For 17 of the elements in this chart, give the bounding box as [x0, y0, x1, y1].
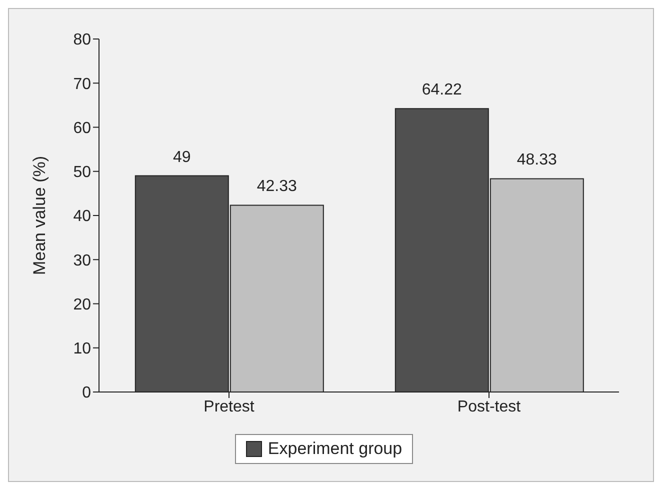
- data-label: 42.33: [256, 178, 298, 196]
- data-label: 48.33: [516, 152, 558, 169]
- y-tick-label: 80: [73, 32, 92, 49]
- y-tick-label: 10: [73, 340, 92, 358]
- y-tick-label: 70: [73, 76, 92, 93]
- x-tick-label: Post-test: [457, 398, 522, 416]
- y-tick-label: 20: [73, 296, 92, 314]
- y-axis-title: Mean value (%): [30, 156, 50, 276]
- y-tick-label: 30: [73, 252, 92, 270]
- data-label: 64.22: [422, 82, 462, 99]
- y-tick-label: 50: [73, 164, 92, 182]
- y-tick-label: 60: [73, 120, 92, 137]
- y-tick-label: 40: [73, 208, 92, 226]
- y-tick-label: 0: [82, 384, 92, 402]
- legend-label: Experiment group: [268, 439, 402, 459]
- data-label: 49: [173, 148, 191, 166]
- x-tick-label: Pretest: [204, 398, 255, 416]
